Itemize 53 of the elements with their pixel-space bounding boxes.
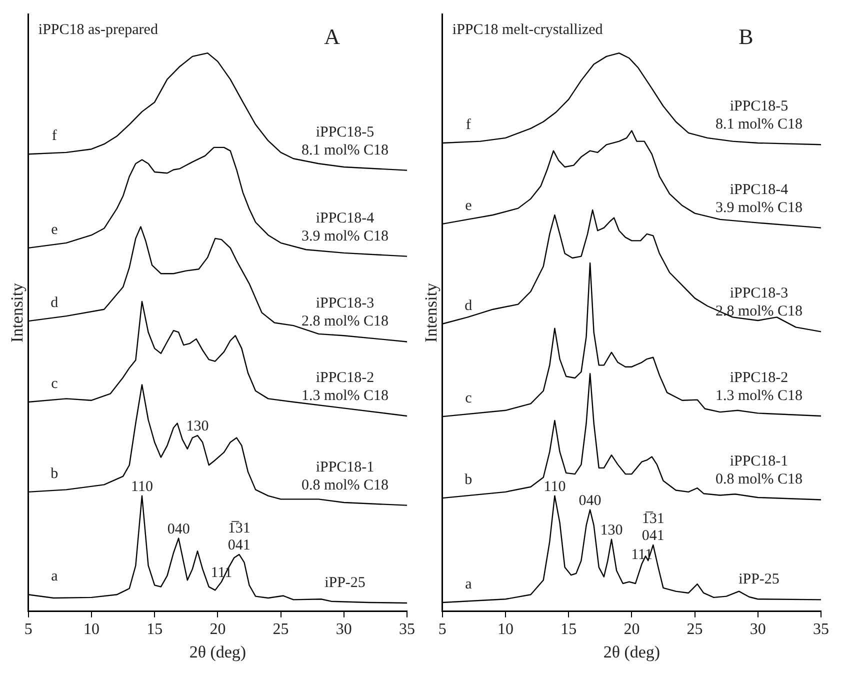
annotation: 130 xyxy=(600,522,623,538)
x-tick-label: 35 xyxy=(813,621,829,638)
annotation: iPP-25 xyxy=(738,572,780,588)
series-label: e xyxy=(51,222,58,238)
x-tick-label: 25 xyxy=(686,621,703,638)
series-label: f xyxy=(466,116,471,133)
chart-title: iPPC18 as-prepared xyxy=(38,22,158,38)
x-tick-label: 30 xyxy=(336,621,352,638)
x-tick-label: 5 xyxy=(24,621,32,638)
series-label: a xyxy=(465,576,472,592)
annotation: 110 xyxy=(131,478,153,495)
annotation: iPPC18-1 0.8 mol% C18 xyxy=(301,459,389,494)
annotation: iPPC18-3 2.8 mol% C18 xyxy=(301,296,389,330)
series-label: c xyxy=(465,390,472,407)
annotation: iPPC18-1 0.8 mol% C18 xyxy=(715,454,803,488)
x-tick-label: 20 xyxy=(624,621,640,638)
series-label: d xyxy=(50,295,59,312)
annotation: iPPC18-5 8.1 mol% C18 xyxy=(301,124,389,158)
annotation: iPPC18-2 1.3 mol% C18 xyxy=(301,370,389,404)
annotation: iPPC18-5 8.1 mol% C18 xyxy=(715,98,803,133)
y-axis-title: Intensity xyxy=(422,282,441,342)
x-tick-label: 15 xyxy=(146,621,163,638)
x-tick-label: 10 xyxy=(84,621,100,638)
annotation: iPPC18-2 1.3 mol% C18 xyxy=(715,370,803,404)
series-label: f xyxy=(52,128,57,144)
text: B xyxy=(738,24,754,49)
series-label: e xyxy=(465,198,472,214)
series-label: c xyxy=(51,376,58,392)
annotation: 1̅31 041 xyxy=(228,520,250,554)
x-axis-title: 2θ (deg) xyxy=(189,642,246,662)
annotation: iPP-25 xyxy=(324,575,366,592)
x-tick-label: 25 xyxy=(272,621,289,638)
annotation: 130 xyxy=(186,418,209,435)
chart-title: iPPC18 melt-crystallized xyxy=(452,22,604,38)
series-label: a xyxy=(51,568,58,585)
annotation: 040 xyxy=(578,492,602,509)
x-tick-label: 10 xyxy=(498,621,514,638)
x-tick-label: 35 xyxy=(399,621,415,638)
series-label: b xyxy=(50,466,58,482)
x-tick-label: 15 xyxy=(560,621,577,638)
annotation: 1̅31 041 xyxy=(642,510,664,544)
y-axis-title: Intensity xyxy=(8,282,27,342)
annotation: 040 xyxy=(167,521,190,538)
x-tick-label: 30 xyxy=(750,621,766,638)
annotation: iPPC18-4 3.9 mol% C18 xyxy=(715,182,803,216)
x-tick-label: 5 xyxy=(438,621,446,638)
series-label: b xyxy=(464,472,472,488)
annotation: 110 xyxy=(544,478,566,495)
annotation: iPPC18-4 3.9 mol% C18 xyxy=(301,210,389,244)
series-label: d xyxy=(464,298,473,314)
text: A xyxy=(324,24,340,49)
x-axis-title: 2θ (deg) xyxy=(603,642,660,662)
x-tick-label: 20 xyxy=(210,621,226,638)
